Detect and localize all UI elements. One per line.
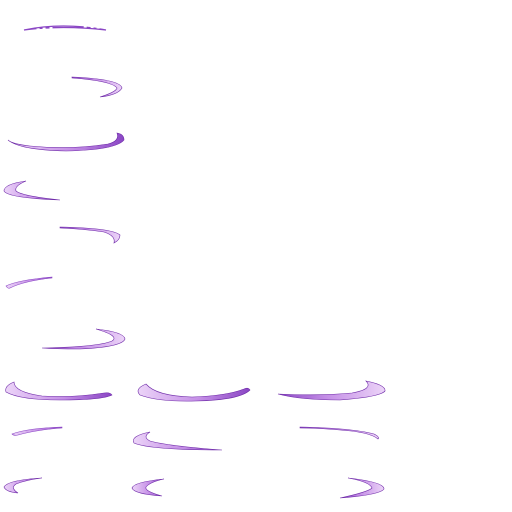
swoosh-arc-icon bbox=[71, 76, 123, 98]
swoosh-arc-icon bbox=[23, 25, 107, 31]
swoosh-arc-icon bbox=[131, 478, 165, 497]
swoosh-arc-icon bbox=[11, 426, 63, 436]
swoosh-arc-icon bbox=[41, 328, 126, 350]
swoosh-arc-icon bbox=[3, 477, 43, 494]
swoosh-arc-icon bbox=[133, 431, 223, 451]
swoosh-arc-icon bbox=[5, 381, 113, 401]
swoosh-arc-icon bbox=[299, 426, 379, 440]
swoosh-arc-icon bbox=[3, 180, 61, 201]
swoosh-arc-icon bbox=[5, 276, 53, 289]
swoosh-arc-icon bbox=[7, 132, 125, 152]
swoosh-arc-icon bbox=[137, 383, 251, 402]
swoosh-arc-icon bbox=[277, 380, 386, 401]
swoosh-arc-icon bbox=[59, 226, 121, 244]
swoosh-arc-icon bbox=[339, 477, 385, 499]
